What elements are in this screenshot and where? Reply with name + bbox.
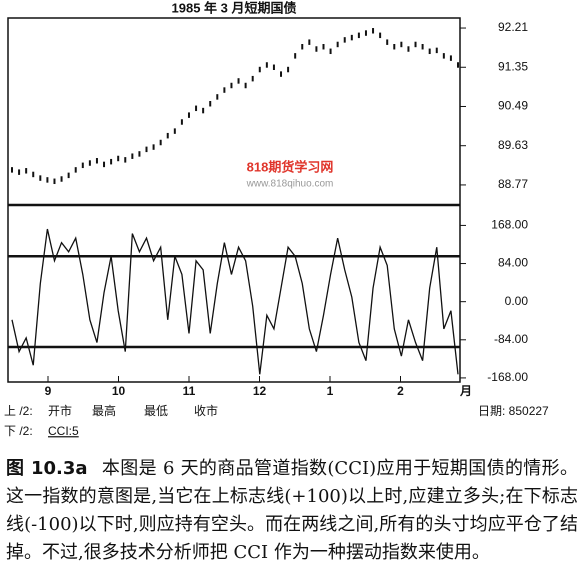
x-tick-label: 9 (45, 384, 52, 398)
caption-text: 本图是 6 天的商品管道指数(CCI)应用于短期国债的情形。这一指数的意图是,当… (6, 458, 579, 563)
legend-item: 收市 (194, 403, 218, 418)
y-tick-label: -84.00 (494, 332, 528, 346)
x-tick-label: 2 (397, 384, 404, 398)
watermark-name: 818期货学习网 (247, 159, 334, 174)
chart-title: 1985 年 3 月短期国债 (172, 0, 297, 15)
y-tick-label: 91.35 (498, 59, 528, 73)
legend-item: 最低 (144, 404, 168, 418)
x-tick-label: 1 (327, 384, 334, 398)
y-tick-label: 84.00 (498, 256, 528, 270)
legend-item: CCI:5 (48, 424, 79, 438)
legend-item: 最高 (92, 403, 116, 418)
y-tick-label: 88.77 (498, 177, 528, 191)
chart: 1985 年 3 月短期国债 818期货学习网 www.818qihuo.com… (4, 0, 549, 438)
y-tick-label: 89.63 (498, 138, 528, 152)
x-tick-label: 12 (253, 384, 267, 398)
x-tick-label: 月 (459, 384, 472, 398)
legend-item: 开市 (48, 403, 72, 418)
watermark-url: www.818qihuo.com (246, 179, 334, 190)
y-tick-label: 168.00 (491, 218, 528, 232)
legend-date: 日期: 850227 (478, 404, 549, 418)
plot-frame (7, 17, 461, 383)
y-tick-label: 0.00 (505, 294, 529, 308)
caption-label: 图 10.3a (6, 458, 88, 479)
caption: 图 10.3a 本图是 6 天的商品管道指数(CCI)应用于短期国债的情形。这一指… (6, 455, 578, 567)
y-tick-label: -168.00 (487, 370, 528, 384)
x-tick-label: 10 (112, 384, 126, 398)
x-tick-label: 11 (183, 384, 196, 398)
y-tick-label: 90.49 (498, 99, 528, 113)
legend-upper-prefix: 上 /2: (4, 404, 33, 418)
y-tick-label: 92.21 (498, 20, 528, 34)
cci-line (11, 228, 459, 375)
legend-lower-prefix: 下 /2: (4, 424, 33, 438)
